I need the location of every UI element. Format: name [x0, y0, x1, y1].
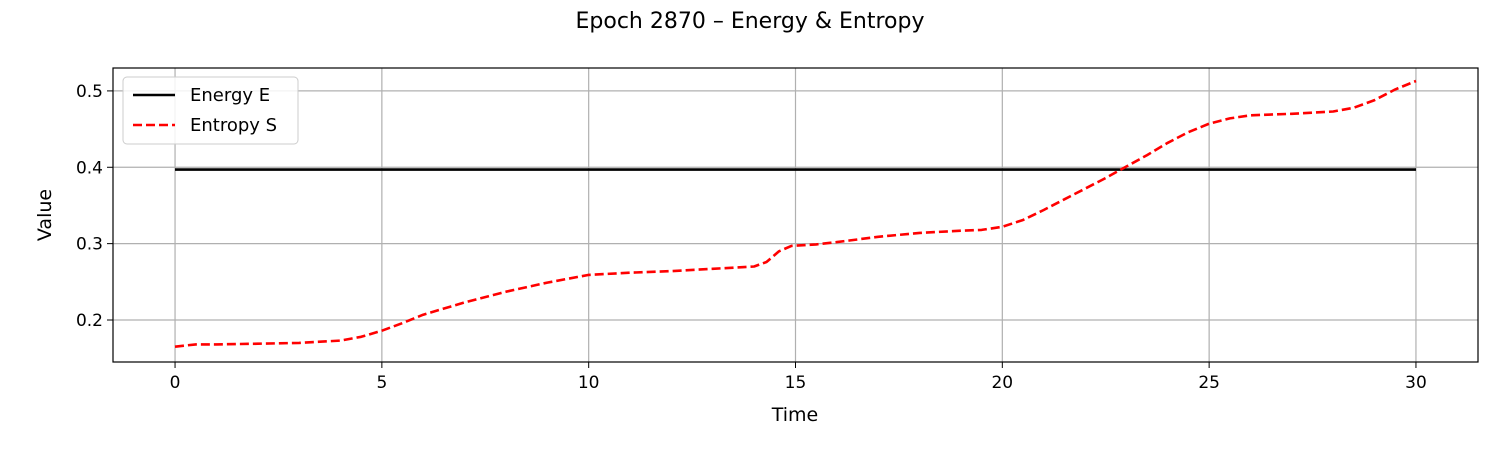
- tick-layer: 0 5 10 15 20 25 30 0.2 0.3 0.4 0.5: [76, 82, 1427, 393]
- legend-label-entropy: Entropy S: [190, 115, 277, 136]
- x-tick-label: 0: [170, 373, 181, 393]
- x-tick-label: 30: [1405, 373, 1427, 393]
- entropy-series-line: [174, 79, 1417, 348]
- x-tick-label: 15: [785, 373, 807, 393]
- y-tick-label: 0.3: [76, 235, 103, 255]
- y-axis-label: Value: [34, 189, 56, 241]
- chart-title: Epoch 2870 – Energy & Entropy: [576, 9, 925, 34]
- x-tick-label: 20: [991, 373, 1013, 393]
- grid-layer: [113, 68, 1478, 362]
- x-tick-label: 25: [1198, 373, 1220, 393]
- legend: Energy E Entropy S: [122, 76, 299, 145]
- legend-label-energy: Energy E: [190, 85, 270, 106]
- y-tick-label: 0.2: [76, 311, 103, 331]
- x-tick-label: 5: [376, 373, 387, 393]
- x-axis-label: Time: [771, 404, 819, 426]
- y-tick-label: 0.4: [76, 158, 103, 178]
- x-tick-label: 10: [578, 373, 600, 393]
- series-layer: [174, 79, 1417, 348]
- y-tick-label: 0.5: [76, 82, 103, 102]
